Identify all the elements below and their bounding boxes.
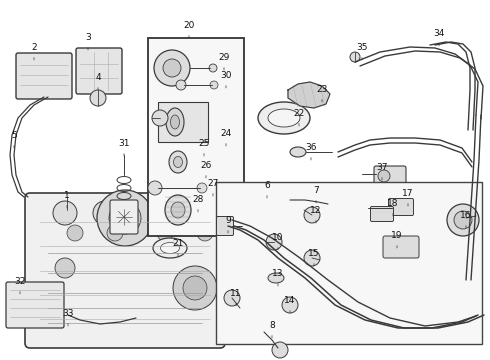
Text: 4: 4 [95,73,101,90]
FancyBboxPatch shape [110,200,138,234]
Circle shape [350,52,360,62]
Circle shape [173,266,217,310]
Text: 3: 3 [85,33,91,50]
Text: 35: 35 [356,43,368,60]
Ellipse shape [173,157,182,167]
Text: 5: 5 [11,131,17,148]
Text: 20: 20 [183,21,195,38]
Text: 27: 27 [207,179,219,196]
FancyBboxPatch shape [76,48,122,94]
Bar [158,102,208,142]
FancyBboxPatch shape [6,282,64,328]
Ellipse shape [161,243,179,253]
FancyBboxPatch shape [374,166,406,186]
Circle shape [148,181,162,195]
Text: 6: 6 [264,181,270,198]
Circle shape [176,80,186,90]
Circle shape [53,201,77,225]
Polygon shape [288,82,330,108]
FancyBboxPatch shape [370,207,393,221]
Circle shape [304,250,320,266]
Ellipse shape [171,115,179,129]
Text: 9: 9 [225,216,231,233]
Circle shape [133,201,157,225]
Text: 26: 26 [200,161,212,178]
Circle shape [173,201,197,225]
Text: 24: 24 [220,129,232,146]
Circle shape [197,225,213,241]
Text: 21: 21 [172,239,184,256]
Text: 14: 14 [284,296,295,313]
Circle shape [107,225,123,241]
FancyBboxPatch shape [389,198,414,216]
Circle shape [209,64,217,72]
Ellipse shape [258,102,310,134]
FancyBboxPatch shape [217,216,234,235]
Text: 36: 36 [305,143,317,160]
Text: 8: 8 [269,321,275,338]
Circle shape [163,59,181,77]
Text: 12: 12 [310,206,322,223]
Circle shape [454,211,472,229]
Circle shape [97,190,153,246]
Text: 33: 33 [62,309,74,326]
Ellipse shape [153,238,187,258]
Circle shape [282,297,298,313]
Circle shape [90,90,106,106]
Circle shape [183,276,207,300]
Circle shape [266,234,282,250]
Circle shape [272,342,288,358]
Text: 19: 19 [391,231,403,248]
Bar [216,182,482,344]
Text: 13: 13 [272,269,284,286]
Text: 25: 25 [198,139,210,156]
Circle shape [378,170,390,182]
FancyBboxPatch shape [16,53,72,99]
Circle shape [109,202,141,234]
Circle shape [93,201,117,225]
Text: 34: 34 [433,29,445,46]
Ellipse shape [171,202,185,218]
Circle shape [210,81,218,89]
Text: 7: 7 [313,186,319,203]
Ellipse shape [268,273,284,283]
Ellipse shape [268,109,300,127]
Circle shape [67,225,83,241]
Text: 31: 31 [118,139,130,156]
Text: 11: 11 [230,289,242,306]
Circle shape [224,290,240,306]
Circle shape [197,183,207,193]
Circle shape [55,258,75,278]
Text: 1: 1 [64,191,70,208]
Ellipse shape [290,147,306,157]
Text: 17: 17 [402,189,414,206]
Text: 22: 22 [294,109,305,126]
Text: 18: 18 [387,199,399,216]
Text: 32: 32 [14,277,25,294]
Ellipse shape [166,108,184,136]
Text: 30: 30 [220,71,232,88]
FancyBboxPatch shape [25,193,225,348]
Circle shape [447,204,479,236]
Text: 28: 28 [192,195,204,212]
Text: 15: 15 [308,249,320,266]
Circle shape [154,50,190,86]
Circle shape [304,207,320,223]
Bar [148,38,244,236]
Ellipse shape [169,151,187,173]
Ellipse shape [165,195,191,225]
Text: 10: 10 [272,233,284,250]
Text: 37: 37 [376,163,388,180]
Text: 16: 16 [460,211,472,228]
Circle shape [152,110,168,126]
Text: 2: 2 [31,43,37,60]
Text: 23: 23 [317,85,328,102]
FancyBboxPatch shape [383,236,419,258]
Text: 29: 29 [219,53,230,70]
Circle shape [157,225,173,241]
